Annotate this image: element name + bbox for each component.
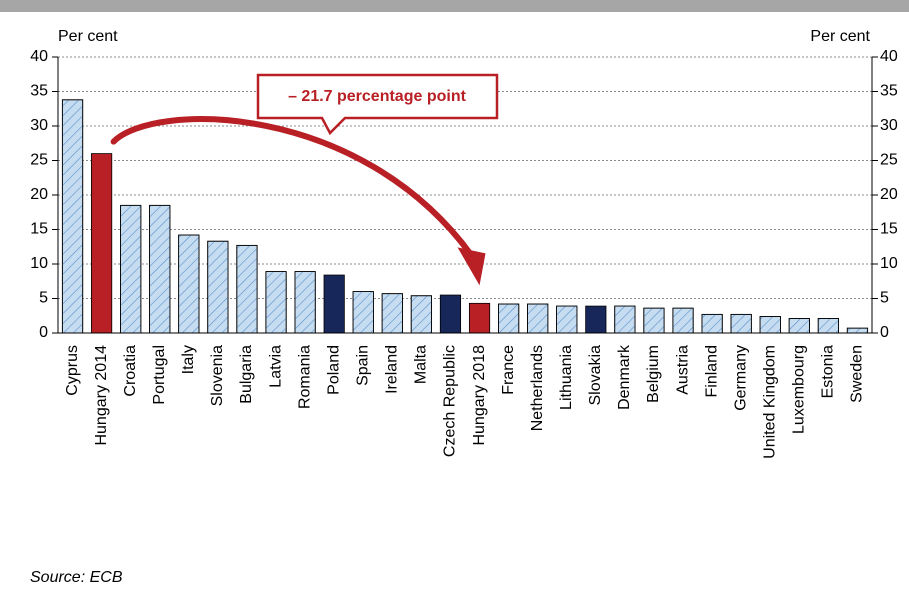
x-tick-label: Spain [354,345,371,386]
y-tick-label: 15 [30,221,48,238]
bar-hatch [381,293,403,334]
y2-tick-label: 25 [880,152,898,169]
y-tick-label: 30 [30,117,48,134]
bar-hatch [556,305,578,334]
bar-hatch [643,307,665,334]
x-tick-label: Germany [732,345,749,411]
bar-hatch [120,204,142,334]
bar [439,294,462,334]
bar-hatch [788,318,810,334]
x-tick-label: Belgium [645,345,662,403]
x-tick-label: Estonia [820,345,837,398]
y2-tick-label: 20 [880,186,898,203]
y2-tick-label: 35 [880,83,898,100]
bar-hatch [701,313,723,334]
y-tick-label: 10 [30,255,48,272]
x-tick-label: Malta [413,345,430,384]
y-tick-label: 5 [39,290,48,307]
x-tick-label: Poland [325,345,342,395]
x-tick-label: Italy [180,345,197,374]
x-tick-label: United Kingdom [761,345,778,459]
arrow [110,116,475,259]
bar [91,153,113,334]
x-tick-label: Latvia [267,345,284,388]
x-tick-label: Slovakia [587,345,604,406]
x-tick-label: Austria [674,345,691,395]
bar-hatch [498,303,520,334]
y-tick-label: 20 [30,186,48,203]
x-tick-label: Slovenia [209,345,226,406]
bar-hatch [294,271,316,334]
bar-hatch [614,305,636,334]
bar [323,274,345,334]
y2-axis-label: Per cent [810,28,870,45]
x-tick-label: Portugal [151,345,168,405]
y-tick-label: 0 [39,324,48,341]
x-tick-label: Ireland [384,345,401,394]
source: Source: ECB [30,569,123,586]
x-tick-label: Bulgaria [238,345,255,404]
bar-hatch [759,316,781,334]
bar [585,305,607,334]
x-tick-label: Croatia [122,345,139,397]
bar-hatch [178,234,200,334]
x-tick-label: Netherlands [529,345,546,431]
y2-tick-label: 40 [880,48,898,65]
header-bar [0,0,909,12]
y2-tick-label: 10 [880,255,898,272]
y-tick-label: 35 [30,83,48,100]
bar [468,302,491,334]
bar-hatch [672,307,694,334]
bar-hatch [149,204,171,334]
x-tick-label: Hungary 2018 [471,345,488,446]
annotation-box [256,73,499,136]
y2-tick-label: 5 [880,290,889,307]
bar-hatch [207,240,229,334]
bar-hatch [265,271,287,334]
x-tick-label: Cyprus [64,345,81,396]
y-axis-label: Per cent [58,28,118,45]
bar-hatch [61,99,84,334]
x-tick-label: Czech Republic [442,345,459,457]
x-tick-label: Denmark [616,344,633,410]
bar-hatch [730,313,752,334]
x-tick-label: Sweden [849,345,866,403]
x-tick-label: Romania [296,345,313,409]
x-tick-label: Finland [703,345,720,397]
x-tick-label: Lithuania [558,345,575,410]
x-tick-label: France [500,345,517,395]
bar-hatch [410,295,432,334]
annotation: – 21.7 percentage point [288,88,467,105]
bar-hatch [846,327,869,334]
y2-tick-label: 0 [880,324,889,341]
arrow-head [457,247,486,286]
x-tick-label: Luxembourg [791,345,808,434]
bar-hatch [352,291,374,334]
y2-tick-label: 15 [880,221,898,238]
bar-hatch [527,303,549,334]
bar-hatch [236,244,258,334]
bar-hatch [817,318,839,334]
y-tick-label: 25 [30,152,48,169]
y2-tick-label: 30 [880,117,898,134]
x-tick-label: Hungary 2014 [93,345,110,446]
y-tick-label: 40 [30,48,48,65]
